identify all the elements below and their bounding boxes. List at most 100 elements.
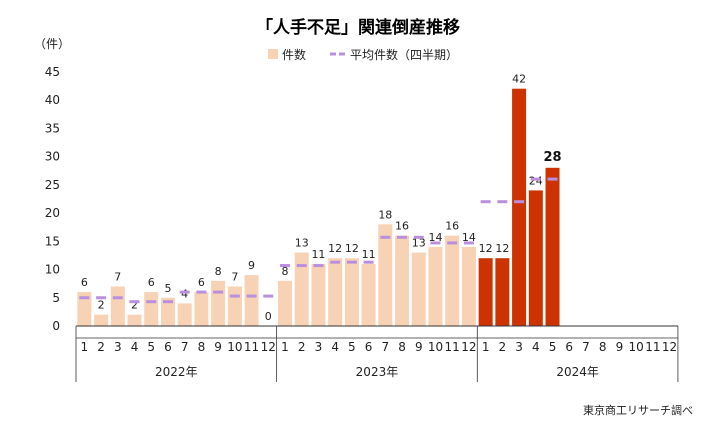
bar-value-label: 6 bbox=[148, 276, 155, 289]
bar bbox=[512, 88, 527, 326]
bar-value-label: 6 bbox=[81, 276, 88, 289]
x-tick-month: 6 bbox=[565, 340, 573, 354]
x-tick-month: 9 bbox=[616, 340, 624, 354]
x-tick-month: 1 bbox=[482, 340, 490, 354]
x-tick-year: 2023年 bbox=[356, 365, 399, 379]
x-tick-month: 12 bbox=[662, 340, 677, 354]
x-tick-month: 7 bbox=[181, 340, 189, 354]
bar-value-label: 0 bbox=[265, 310, 272, 323]
y-tick-label: 5 bbox=[52, 291, 60, 305]
x-tick-month: 5 bbox=[348, 340, 356, 354]
x-tick-month: 4 bbox=[532, 340, 540, 354]
x-tick-month: 2 bbox=[97, 340, 105, 354]
x-tick-month: 12 bbox=[261, 340, 276, 354]
bar-value-label: 4 bbox=[181, 287, 188, 300]
bar bbox=[160, 297, 175, 326]
bar bbox=[211, 280, 226, 326]
bar-value-label: 8 bbox=[282, 265, 289, 278]
x-tick-month: 9 bbox=[214, 340, 222, 354]
bar bbox=[77, 292, 92, 326]
x-tick-year: 2024年 bbox=[556, 365, 599, 379]
x-tick-month: 11 bbox=[645, 340, 660, 354]
bar-value-label: 18 bbox=[378, 208, 392, 221]
bar-value-label: 2 bbox=[131, 299, 138, 312]
x-tick-month: 12 bbox=[461, 340, 476, 354]
x-tick-month: 8 bbox=[599, 340, 607, 354]
x-tick-month: 7 bbox=[381, 340, 389, 354]
bar bbox=[461, 246, 476, 326]
y-tick-label: 40 bbox=[45, 93, 60, 107]
x-tick-month: 5 bbox=[549, 340, 557, 354]
legend-swatch-count bbox=[268, 49, 278, 59]
bar-value-label: 5 bbox=[164, 282, 171, 295]
bar bbox=[227, 286, 242, 326]
bar bbox=[378, 224, 393, 326]
x-tick-month: 8 bbox=[398, 340, 406, 354]
y-tick-label: 20 bbox=[45, 206, 60, 220]
bar-value-label: 9 bbox=[248, 259, 255, 272]
x-tick-month: 10 bbox=[227, 340, 242, 354]
bar bbox=[545, 167, 560, 326]
x-tick-month: 4 bbox=[331, 340, 339, 354]
x-tick-month: 10 bbox=[428, 340, 443, 354]
bar-value-label: 12 bbox=[495, 242, 509, 255]
x-tick-month: 11 bbox=[244, 340, 259, 354]
bar-value-label: 13 bbox=[412, 237, 426, 250]
bar-value-label: 12 bbox=[479, 242, 493, 255]
bar-value-label: 11 bbox=[311, 248, 325, 261]
bar bbox=[395, 235, 410, 326]
x-tick-month: 6 bbox=[164, 340, 172, 354]
bar-value-label: 12 bbox=[328, 242, 342, 255]
x-tick-month: 11 bbox=[445, 340, 460, 354]
bar bbox=[144, 292, 159, 326]
x-tick-month: 8 bbox=[198, 340, 206, 354]
bar bbox=[361, 263, 376, 326]
x-tick-year: 2022年 bbox=[155, 365, 198, 379]
bar-value-label: 2 bbox=[98, 299, 105, 312]
x-tick-month: 3 bbox=[315, 340, 323, 354]
legend-label-average: 平均件数（四半期） bbox=[350, 47, 458, 62]
bar-value-label: 11 bbox=[362, 248, 376, 261]
bar bbox=[177, 303, 192, 326]
bar-value-label: 16 bbox=[395, 220, 409, 233]
bar-value-label: 12 bbox=[345, 242, 359, 255]
bar bbox=[344, 258, 359, 326]
y-tick-label: 15 bbox=[45, 234, 60, 248]
bar bbox=[478, 258, 493, 326]
bar-value-label: 14 bbox=[462, 231, 476, 244]
x-tick-month: 3 bbox=[114, 340, 122, 354]
bar-value-label: 13 bbox=[295, 237, 309, 250]
y-tick-label: 35 bbox=[45, 121, 60, 135]
bar bbox=[445, 235, 460, 326]
y-tick-label: 0 bbox=[52, 319, 60, 333]
bar bbox=[244, 275, 259, 326]
bar bbox=[94, 314, 109, 326]
bar-value-label: 24 bbox=[529, 174, 543, 187]
bar bbox=[127, 314, 142, 326]
bar-value-label: 7 bbox=[231, 270, 238, 283]
bar bbox=[411, 252, 426, 326]
bar-value-label: 7 bbox=[114, 270, 121, 283]
bar bbox=[194, 292, 209, 326]
y-axis-unit: （件） bbox=[34, 37, 70, 51]
bar bbox=[311, 263, 326, 326]
bar-value-label: 42 bbox=[512, 73, 526, 86]
y-tick-label: 30 bbox=[45, 150, 60, 164]
x-tick-month: 6 bbox=[365, 340, 373, 354]
x-tick-month: 1 bbox=[281, 340, 289, 354]
bar bbox=[328, 258, 343, 326]
x-tick-month: 2 bbox=[499, 340, 507, 354]
x-tick-month: 2 bbox=[298, 340, 306, 354]
x-tick-month: 10 bbox=[628, 340, 643, 354]
bar-value-label: 16 bbox=[445, 220, 459, 233]
bar-value-label: 14 bbox=[428, 231, 442, 244]
x-tick-month: 9 bbox=[415, 340, 423, 354]
bar bbox=[278, 280, 292, 326]
chart-title: 「人手不足」関連倒産推移 bbox=[256, 17, 460, 38]
y-tick-label: 10 bbox=[45, 263, 60, 277]
bar bbox=[294, 252, 309, 326]
x-tick-month: 4 bbox=[131, 340, 139, 354]
y-tick-label: 45 bbox=[45, 65, 60, 79]
x-tick-month: 5 bbox=[147, 340, 155, 354]
